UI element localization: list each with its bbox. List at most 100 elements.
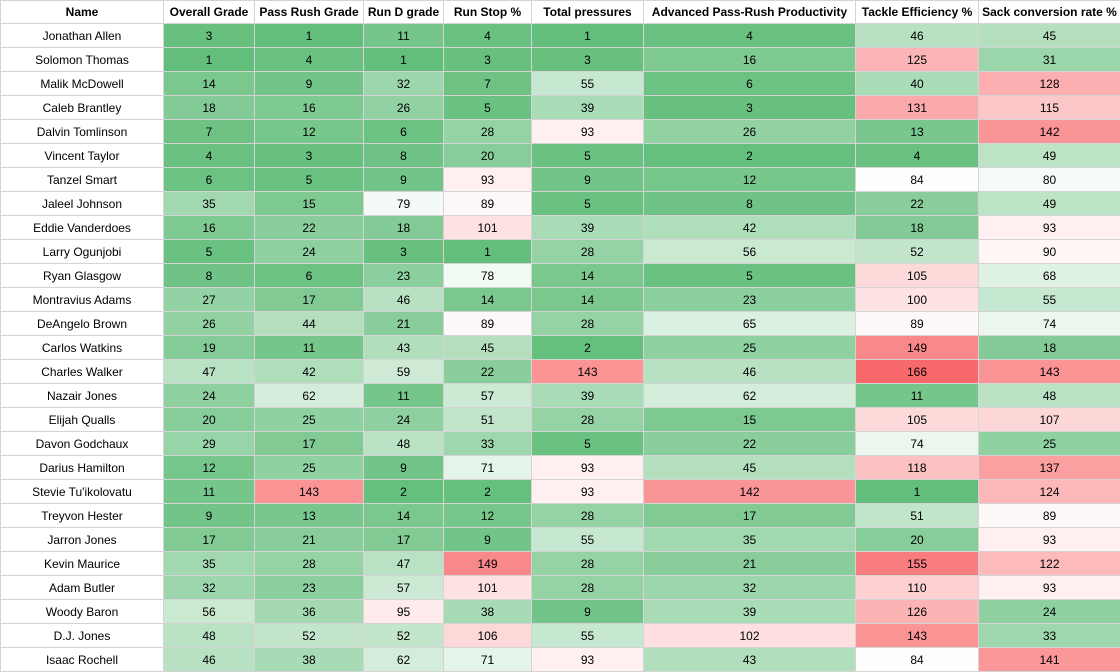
rank-cell[interactable]: 1 [532,24,644,48]
column-header[interactable]: Tackle Efficiency % [856,1,979,24]
rank-cell[interactable]: 80 [979,168,1120,192]
rank-cell[interactable]: 15 [644,408,856,432]
rank-cell[interactable]: 28 [255,552,364,576]
rank-cell[interactable]: 8 [644,192,856,216]
rank-cell[interactable]: 51 [444,408,532,432]
player-name-cell[interactable]: Montravius Adams [1,288,164,312]
rank-cell[interactable]: 9 [444,528,532,552]
rank-cell[interactable]: 101 [444,576,532,600]
rank-cell[interactable]: 9 [364,168,444,192]
rank-cell[interactable]: 4 [164,144,255,168]
rank-cell[interactable]: 29 [164,432,255,456]
rank-cell[interactable]: 9 [255,72,364,96]
rank-cell[interactable]: 131 [856,96,979,120]
rank-cell[interactable]: 1 [364,48,444,72]
player-name-cell[interactable]: D.J. Jones [1,624,164,648]
rank-cell[interactable]: 124 [979,480,1120,504]
rank-cell[interactable]: 38 [444,600,532,624]
rank-cell[interactable]: 22 [644,432,856,456]
rank-cell[interactable]: 57 [364,576,444,600]
rank-cell[interactable]: 32 [164,576,255,600]
rank-cell[interactable]: 59 [364,360,444,384]
rank-cell[interactable]: 122 [979,552,1120,576]
player-name-cell[interactable]: Treyvon Hester [1,504,164,528]
rank-cell[interactable]: 4 [444,24,532,48]
rank-cell[interactable]: 107 [979,408,1120,432]
rank-cell[interactable]: 33 [444,432,532,456]
rank-cell[interactable]: 13 [856,120,979,144]
rank-cell[interactable]: 14 [444,288,532,312]
rank-cell[interactable]: 11 [164,480,255,504]
rank-cell[interactable]: 56 [644,240,856,264]
rank-cell[interactable]: 22 [444,360,532,384]
rank-cell[interactable]: 14 [532,264,644,288]
rank-cell[interactable]: 93 [979,528,1120,552]
column-header[interactable]: Total pressures [532,1,644,24]
rank-cell[interactable]: 3 [444,48,532,72]
rank-cell[interactable]: 143 [856,624,979,648]
rank-cell[interactable]: 79 [364,192,444,216]
rank-cell[interactable]: 166 [856,360,979,384]
column-header[interactable]: Pass Rush Grade [255,1,364,24]
rank-cell[interactable]: 74 [979,312,1120,336]
rank-cell[interactable]: 26 [644,120,856,144]
rank-cell[interactable]: 7 [164,120,255,144]
rank-cell[interactable]: 90 [979,240,1120,264]
player-name-cell[interactable]: Stevie Tu'ikolovatu [1,480,164,504]
rank-cell[interactable]: 52 [364,624,444,648]
rank-cell[interactable]: 3 [364,240,444,264]
rank-cell[interactable]: 35 [164,552,255,576]
rank-cell[interactable]: 89 [856,312,979,336]
rank-cell[interactable]: 16 [164,216,255,240]
rank-cell[interactable]: 5 [532,144,644,168]
rank-cell[interactable]: 143 [532,360,644,384]
rank-cell[interactable]: 24 [364,408,444,432]
rank-cell[interactable]: 18 [364,216,444,240]
rank-cell[interactable]: 28 [532,240,644,264]
player-name-cell[interactable]: Tanzel Smart [1,168,164,192]
player-name-cell[interactable]: Woody Baron [1,600,164,624]
player-name-cell[interactable]: Darius Hamilton [1,456,164,480]
player-name-cell[interactable]: Vincent Taylor [1,144,164,168]
rank-cell[interactable]: 137 [979,456,1120,480]
player-name-cell[interactable]: Jonathan Allen [1,24,164,48]
rank-cell[interactable]: 5 [164,240,255,264]
rank-cell[interactable]: 42 [644,216,856,240]
rank-cell[interactable]: 4 [856,144,979,168]
column-header[interactable]: Overall Grade [164,1,255,24]
rank-cell[interactable]: 25 [644,336,856,360]
rank-cell[interactable]: 25 [979,432,1120,456]
rank-cell[interactable]: 6 [255,264,364,288]
rank-cell[interactable]: 126 [856,600,979,624]
rank-cell[interactable]: 17 [364,528,444,552]
rank-cell[interactable]: 95 [364,600,444,624]
rank-cell[interactable]: 25 [255,408,364,432]
rank-cell[interactable]: 6 [364,120,444,144]
rank-cell[interactable]: 1 [164,48,255,72]
rank-cell[interactable]: 125 [856,48,979,72]
rank-cell[interactable]: 102 [644,624,856,648]
player-name-cell[interactable]: Elijah Qualls [1,408,164,432]
rank-cell[interactable]: 149 [856,336,979,360]
rank-cell[interactable]: 21 [644,552,856,576]
rank-cell[interactable]: 49 [979,192,1120,216]
rank-cell[interactable]: 62 [644,384,856,408]
rank-cell[interactable]: 143 [979,360,1120,384]
rank-cell[interactable]: 19 [164,336,255,360]
rank-cell[interactable]: 28 [532,552,644,576]
rank-cell[interactable]: 2 [532,336,644,360]
rank-cell[interactable]: 16 [644,48,856,72]
rank-cell[interactable]: 89 [444,312,532,336]
rank-cell[interactable]: 11 [364,24,444,48]
rank-cell[interactable]: 15 [255,192,364,216]
player-name-cell[interactable]: Carlos Watkins [1,336,164,360]
rank-cell[interactable]: 43 [364,336,444,360]
rank-cell[interactable]: 57 [444,384,532,408]
rank-cell[interactable]: 18 [856,216,979,240]
rank-cell[interactable]: 2 [444,480,532,504]
rank-cell[interactable]: 5 [444,96,532,120]
column-header[interactable]: Run Stop % [444,1,532,24]
rank-cell[interactable]: 3 [644,96,856,120]
player-name-cell[interactable]: Adam Butler [1,576,164,600]
rank-cell[interactable]: 28 [532,504,644,528]
